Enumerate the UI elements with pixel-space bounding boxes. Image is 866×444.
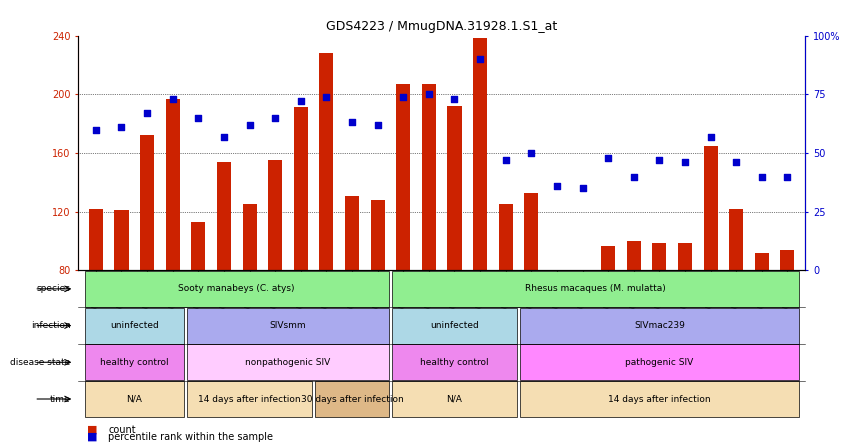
Bar [448, 106, 462, 270]
Bar [397, 84, 410, 270]
Text: SIVsmm: SIVsmm [269, 321, 307, 330]
Point [755, 173, 769, 180]
Point [165, 95, 179, 103]
Point [114, 123, 128, 131]
Bar [392, 344, 517, 381]
Text: N/A: N/A [447, 395, 462, 404]
Text: species: species [36, 284, 71, 293]
Bar [85, 344, 184, 381]
Bar [187, 308, 389, 344]
Bar [780, 250, 794, 270]
Bar [601, 246, 615, 270]
Point [140, 110, 154, 117]
Text: time: time [50, 395, 71, 404]
Point [397, 93, 410, 100]
Bar [520, 308, 798, 344]
Point [550, 182, 564, 190]
Bar [294, 107, 307, 270]
Point [678, 159, 692, 166]
Bar [627, 241, 641, 270]
Bar [242, 204, 256, 270]
Text: pathogenic SIV: pathogenic SIV [625, 358, 694, 367]
Bar [187, 344, 389, 381]
Text: ■: ■ [87, 425, 97, 435]
Bar [371, 200, 385, 270]
Text: Rhesus macaques (M. mulatta): Rhesus macaques (M. mulatta) [525, 284, 666, 293]
Bar [85, 308, 184, 344]
Text: count: count [108, 425, 136, 435]
Text: uninfected: uninfected [110, 321, 158, 330]
Bar [315, 381, 389, 417]
Text: infection: infection [31, 321, 71, 330]
Text: disease state: disease state [10, 358, 71, 367]
Text: SIVmac239: SIVmac239 [634, 321, 685, 330]
Text: 30 days after infection: 30 days after infection [301, 395, 404, 404]
Point [601, 154, 615, 161]
Point [525, 150, 539, 157]
Point [499, 156, 513, 163]
Point [191, 114, 205, 121]
Bar [216, 162, 231, 270]
Bar [755, 253, 769, 270]
Bar [422, 84, 436, 270]
Bar [576, 270, 590, 272]
Bar [392, 381, 517, 417]
Point [294, 98, 307, 105]
Bar [703, 146, 718, 270]
Point [422, 91, 436, 98]
Text: nonpathogenic SIV: nonpathogenic SIV [245, 358, 331, 367]
Point [576, 185, 590, 192]
Point [473, 56, 487, 63]
Point [89, 126, 103, 133]
Text: 14 days after infection: 14 days after infection [608, 395, 711, 404]
Point [448, 95, 462, 103]
Bar [678, 242, 692, 270]
Point [345, 119, 359, 126]
Bar [392, 271, 798, 307]
Bar [729, 209, 743, 270]
Point [371, 121, 385, 128]
Point [780, 173, 794, 180]
Text: Sooty manabeys (C. atys): Sooty manabeys (C. atys) [178, 284, 295, 293]
Bar [520, 344, 798, 381]
Point [627, 173, 641, 180]
Bar [187, 381, 312, 417]
Point [704, 133, 718, 140]
Bar [320, 53, 333, 270]
Text: percentile rank within the sample: percentile rank within the sample [108, 432, 274, 442]
Bar [85, 381, 184, 417]
Bar [140, 135, 154, 270]
Point [320, 93, 333, 100]
Bar [268, 160, 282, 270]
Point [729, 159, 743, 166]
Point [652, 156, 666, 163]
Bar [473, 39, 488, 270]
Text: N/A: N/A [126, 395, 142, 404]
Bar [345, 196, 359, 270]
Bar [652, 242, 667, 270]
Bar [191, 222, 205, 270]
Bar [520, 381, 798, 417]
Point [217, 133, 231, 140]
Bar [165, 99, 180, 270]
Text: 14 days after infection: 14 days after infection [198, 395, 301, 404]
Text: healthy control: healthy control [420, 358, 488, 367]
Text: healthy control: healthy control [100, 358, 169, 367]
Bar [499, 204, 513, 270]
Bar [85, 271, 389, 307]
Point [242, 121, 256, 128]
Bar [89, 209, 103, 270]
Bar [392, 308, 517, 344]
Point [268, 114, 282, 121]
Bar [114, 210, 128, 270]
Text: ■: ■ [87, 432, 97, 442]
Title: GDS4223 / MmugDNA.31928.1.S1_at: GDS4223 / MmugDNA.31928.1.S1_at [326, 20, 558, 33]
Text: uninfected: uninfected [430, 321, 479, 330]
Bar [524, 193, 539, 270]
